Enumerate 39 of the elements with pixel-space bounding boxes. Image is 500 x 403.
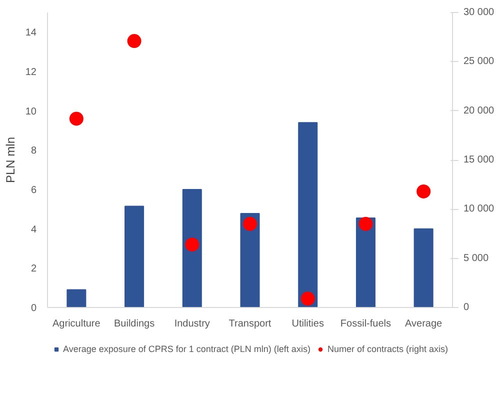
y-tick-label: 4 [30, 224, 37, 236]
legend-label: Average exposure of CPRS for 1 contract (PLN mln) (left axis) [63, 344, 310, 354]
bar [66, 289, 86, 308]
bar [240, 212, 260, 308]
y-tick-label: 2 [30, 264, 37, 275]
y-tick-label: 0 [30, 303, 37, 314]
y-tick-label: 10 [25, 106, 37, 118]
x-tick-label: Transport [228, 318, 272, 330]
point [416, 184, 431, 198]
x-tick-label: Fossil-fuels [340, 318, 392, 330]
point [127, 34, 142, 48]
x-tick-label: Agriculture [52, 318, 101, 330]
y2-tick-label: 25 000 [464, 56, 495, 68]
y2-tick-label: 30 000 [464, 7, 495, 18]
point [185, 238, 200, 252]
y-axis-title: PLN mln [3, 136, 18, 184]
point [243, 216, 257, 231]
y2-tick-label: 20 000 [464, 105, 495, 116]
y2-tick-label: 5 000 [464, 252, 489, 264]
y2-tick-label: 0 [464, 302, 470, 313]
bar [124, 206, 144, 308]
bar [414, 228, 434, 308]
point [300, 292, 315, 306]
y2-tick-label: 15 000 [464, 154, 495, 166]
y-tick-label: 12 [25, 67, 37, 78]
x-tick-label: Industry [174, 318, 210, 330]
bar [298, 122, 318, 308]
x-tick-label: Buildings [114, 318, 155, 330]
bar [356, 218, 376, 308]
bar [182, 189, 202, 308]
y-tick-label: 8 [30, 146, 37, 157]
x-tick-label: Average [405, 318, 443, 330]
y-tick-label: 6 [30, 185, 37, 196]
y-tick-label: 14 [25, 28, 37, 39]
point [69, 112, 84, 126]
x-tick-label: Utilities [292, 318, 324, 330]
y2-tick-label: 10 000 [464, 204, 495, 215]
point [358, 216, 373, 231]
legend-label: Numer of contracts (right axis) [327, 344, 448, 354]
